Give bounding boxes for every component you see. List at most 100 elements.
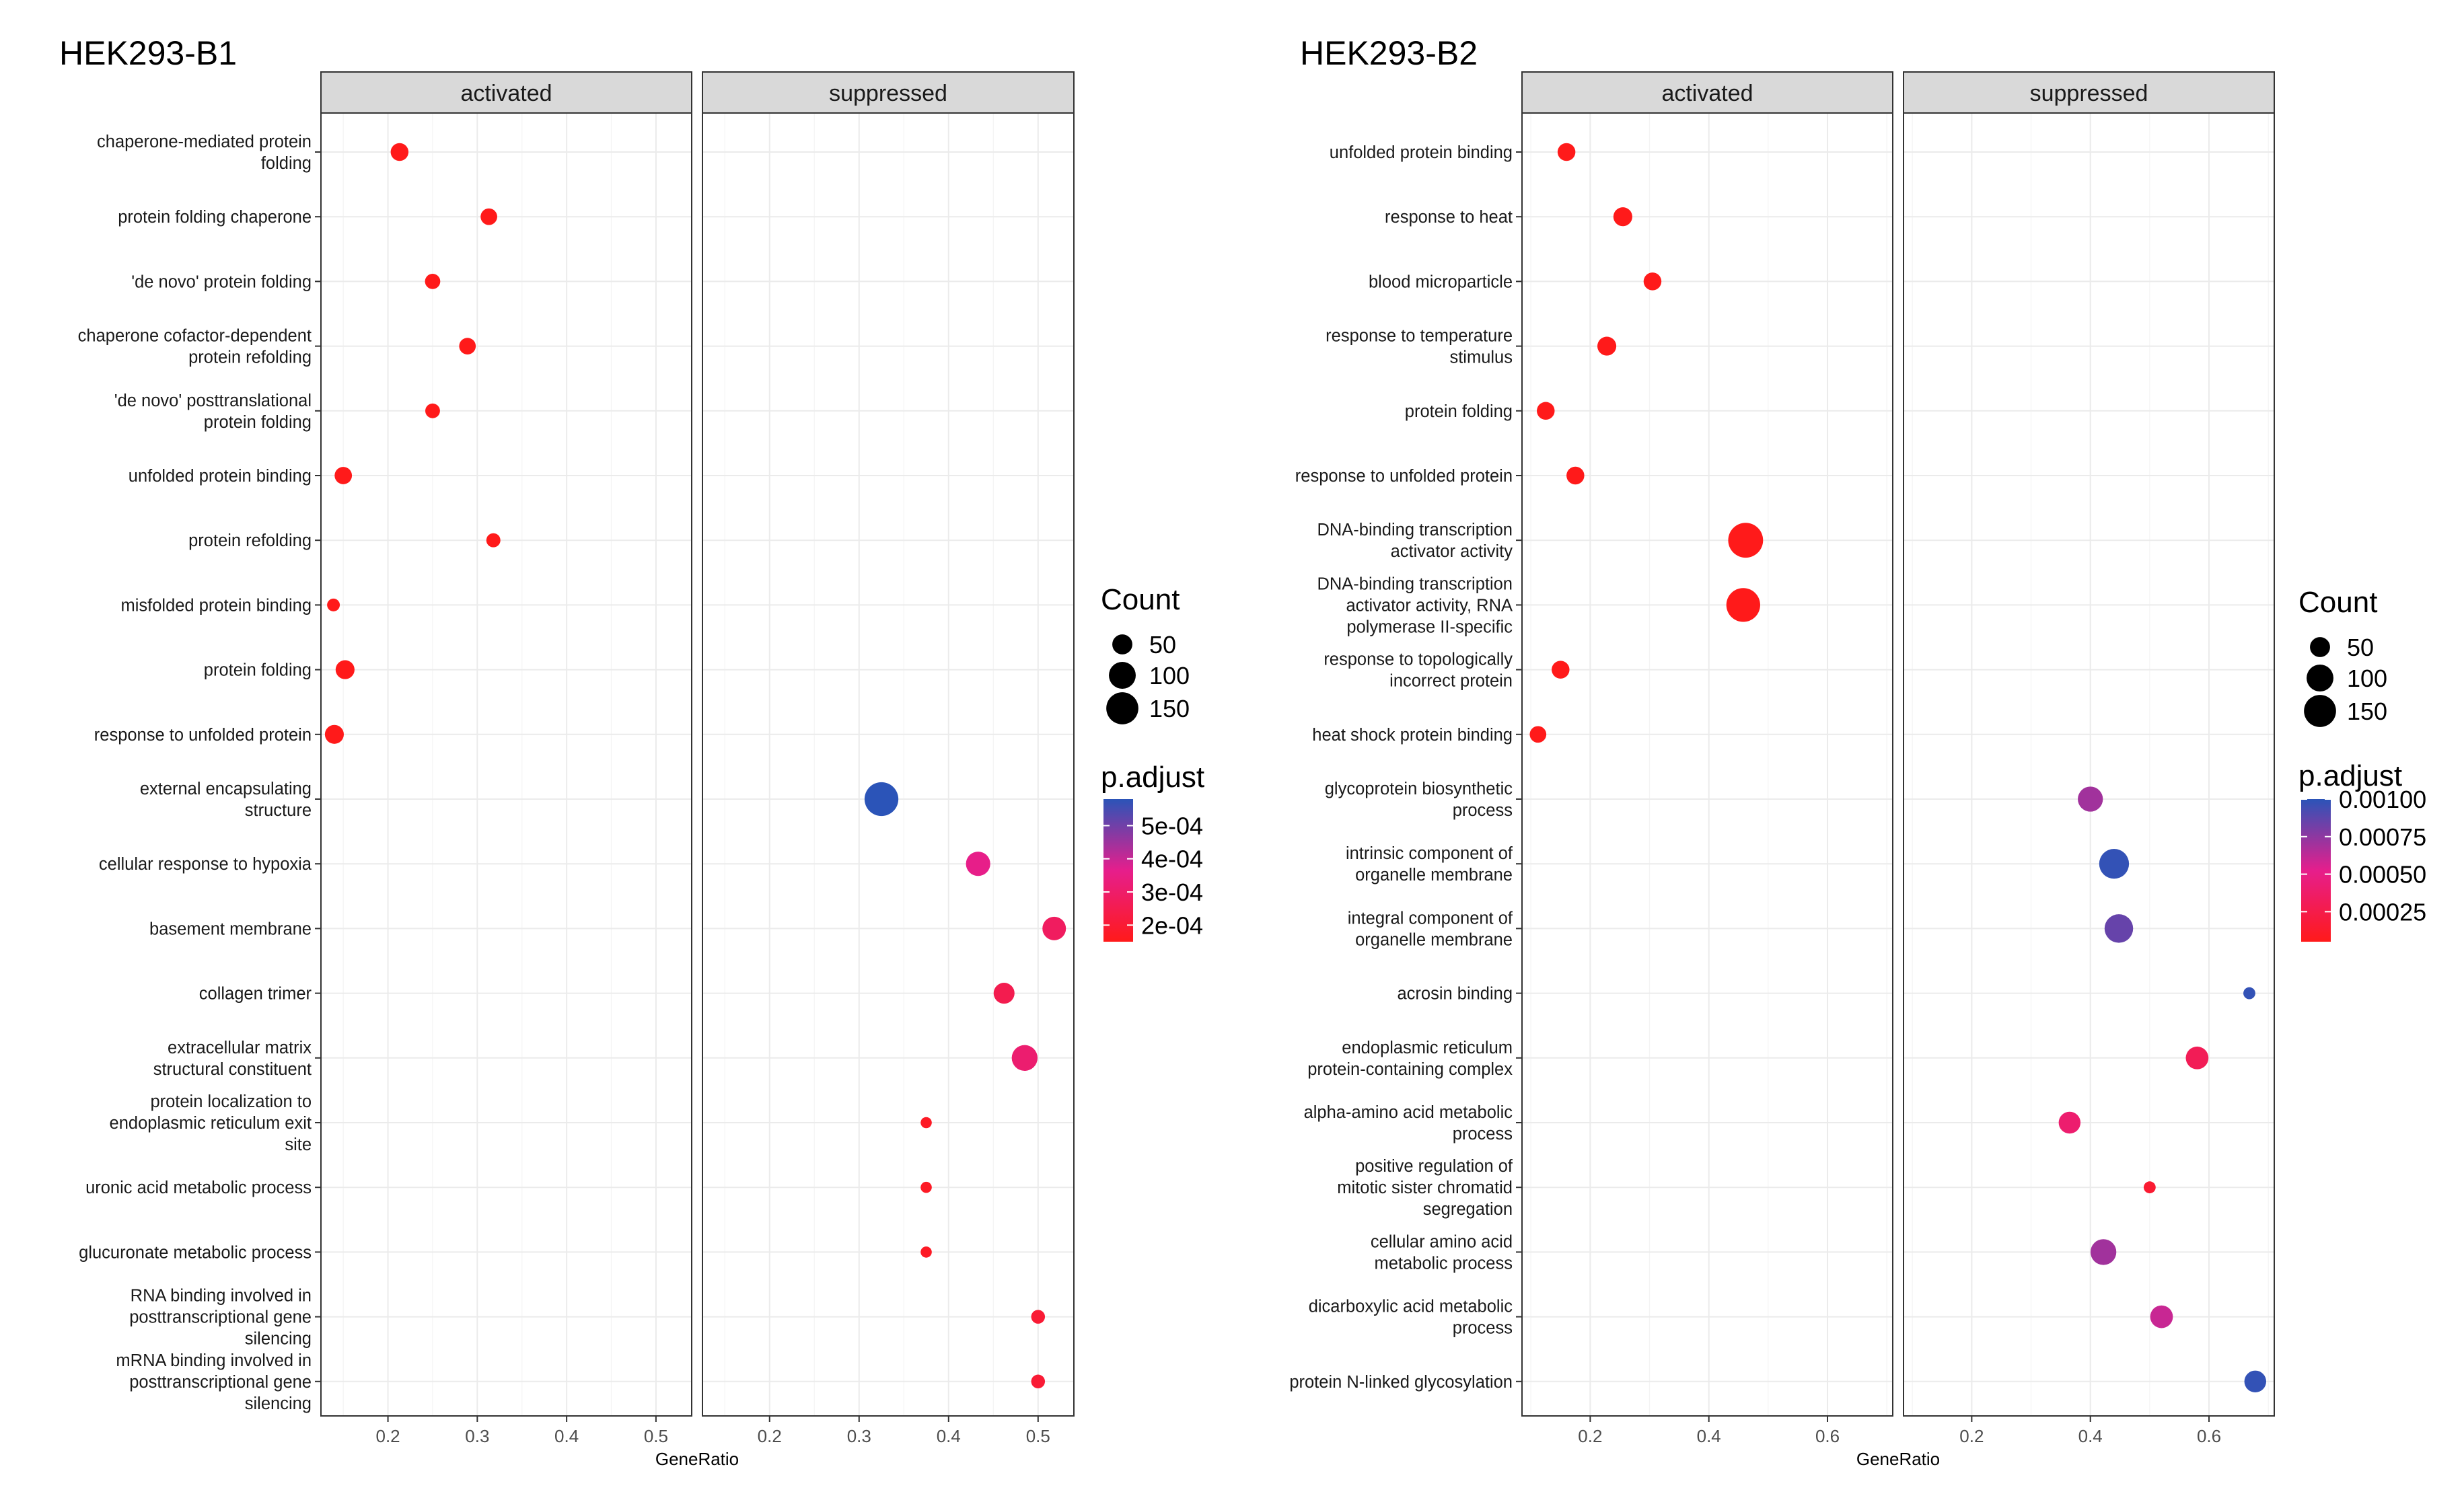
data-point	[2058, 1111, 2081, 1134]
y-tick-label-line: protein localization to	[150, 1092, 312, 1111]
y-tick-label-line: DNA-binding transcription	[1317, 574, 1513, 593]
y-tick-label: positive regulation of mitotic sister chr…	[1337, 1157, 1513, 1219]
data-point	[1557, 143, 1576, 161]
y-tick-label-line: glucuronate metabolic process	[79, 1243, 312, 1262]
y-tick-label: dicarboxylic acid metabolic process	[1309, 1298, 1513, 1338]
size-legend-key	[2310, 637, 2330, 657]
y-tick-label-line: response to topologically	[1324, 650, 1513, 669]
facet-strip	[1903, 71, 2275, 114]
y-tick-label: endoplasmic reticulum protein-containing …	[1307, 1039, 1513, 1079]
y-tick-label-line: protein N-linked glycosylation	[1289, 1373, 1513, 1392]
panel-background	[1904, 113, 2274, 1416]
size-legend-title: Count	[1101, 583, 1180, 616]
y-tick-label-line: posttranscriptional gene	[129, 1373, 312, 1392]
y-tick-label-line: activator activity	[1391, 542, 1513, 561]
y-tick-label: chaperone cofactor-dependent protein refo…	[78, 327, 312, 367]
size-legend-key	[1112, 634, 1132, 654]
y-tick-label-line: process	[1453, 801, 1513, 820]
y-tick-label-line: chaperone cofactor-dependent	[78, 327, 312, 346]
y-tick-label-line: site	[285, 1135, 312, 1154]
data-point	[1566, 466, 1585, 485]
y-tick-label: protein localization to endoplasmic retic…	[110, 1092, 312, 1154]
size-legend-label: 50	[2347, 634, 2374, 661]
y-tick-label: collagen trimer	[199, 985, 312, 1004]
colorbar-label: 4e-04	[1141, 846, 1203, 873]
data-point	[966, 852, 990, 876]
x-tick-label: 0.6	[1815, 1426, 1840, 1446]
y-tick-label-line: segregation	[1423, 1200, 1513, 1219]
y-tick-label-line: incorrect protein	[1389, 672, 1513, 691]
x-tick-label: 0.4	[554, 1426, 579, 1446]
y-tick-label-line: protein-containing complex	[1307, 1060, 1513, 1079]
colorbar-label: 0.00100	[2339, 786, 2426, 813]
y-tick-label-line: chaperone-mediated protein	[97, 133, 312, 151]
x-tick-label: 0.2	[376, 1426, 400, 1446]
facet-label: suppressed	[2030, 81, 2148, 106]
y-tick-label-line: blood microparticle	[1369, 272, 1513, 291]
y-tick-label-line: mRNA binding involved in	[116, 1351, 312, 1370]
panel-suppressed: suppressed 0.2 0.3 0.4 0.5	[702, 71, 1075, 1446]
x-tick-label: 0.6	[2197, 1426, 2221, 1446]
y-tick-label-line: stimulus	[1449, 348, 1513, 367]
y-tick-label-line: protein folding	[1405, 402, 1513, 421]
y-tick-label: acrosin binding	[1397, 985, 1513, 1004]
data-point	[1597, 336, 1617, 356]
x-tick-label: 0.2	[1959, 1426, 1984, 1446]
y-tick-label: external encapsulating structure	[140, 780, 312, 820]
data-point	[920, 1181, 932, 1193]
colorbar-label: 0.00050	[2339, 861, 2426, 889]
y-tick-label-line: 'de novo' protein folding	[131, 272, 312, 291]
y-tick-label-line: cellular response to hypoxia	[99, 855, 312, 874]
data-point	[993, 983, 1015, 1004]
y-tick-label: response to temperature stimulus	[1326, 327, 1513, 367]
colorbar-label: 0.00075	[2339, 823, 2426, 851]
x-axis-title: GeneRatio	[1856, 1449, 1940, 1469]
y-tick-label-line: response to temperature	[1326, 327, 1513, 346]
y-tick-label-line: protein refolding	[188, 531, 312, 550]
y-tick-label: alpha-amino acid metabolic process	[1304, 1103, 1513, 1143]
y-tick-label: extracellular matrix structural constitue…	[153, 1039, 312, 1079]
data-point	[920, 1117, 932, 1129]
y-tick-label-line: heat shock protein binding	[1312, 726, 1513, 745]
colorbar-label: 2e-04	[1141, 911, 1203, 939]
data-point	[425, 403, 440, 418]
size-legend-label: 150	[2347, 698, 2387, 725]
y-tick-label-line: cellular amino acid	[1371, 1232, 1513, 1251]
y-tick-label-line: silencing	[245, 1330, 312, 1349]
x-tick-label: 0.4	[937, 1426, 961, 1446]
data-point	[335, 660, 355, 679]
y-tick-label: 'de novo' posttranslational protein foldi…	[114, 391, 312, 432]
panel-background	[321, 113, 692, 1416]
x-tick-label: 0.5	[644, 1426, 668, 1446]
y-tick-label-line: protein refolding	[188, 348, 312, 367]
y-tick-label: uronic acid metabolic process	[85, 1178, 312, 1197]
y-tick-label: protein N-linked glycosylation	[1289, 1373, 1513, 1392]
data-point	[334, 467, 353, 484]
y-tick-label-line: positive regulation of	[1355, 1157, 1513, 1176]
size-legend-label: 150	[1149, 695, 1190, 722]
y-tick-label-line: RNA binding involved in	[131, 1287, 312, 1306]
x-tick-label: 0.2	[1578, 1426, 1602, 1446]
facet-strip	[702, 71, 1075, 114]
y-tick-label: cellular response to hypoxia	[99, 855, 312, 874]
y-tick-label: response to heat	[1385, 208, 1513, 227]
y-tick-label-line: endoplasmic reticulum	[1342, 1039, 1513, 1057]
data-point	[2243, 987, 2255, 1000]
y-tick-label-line: glycoprotein biosynthetic	[1325, 780, 1513, 798]
y-tick-label-line: DNA-binding transcription	[1317, 521, 1513, 539]
chart-title: HEK293-B2	[1300, 34, 1478, 72]
panel-suppressed: suppressed 0.2 0.4 0.6	[1903, 71, 2275, 1446]
y-tick-label-line: alpha-amino acid metabolic	[1304, 1103, 1513, 1122]
data-point	[390, 143, 409, 161]
panel-background	[702, 113, 1074, 1416]
data-point	[1537, 402, 1555, 420]
data-point	[2143, 1181, 2156, 1194]
data-point	[1529, 726, 1547, 743]
y-tick-label: glycoprotein biosynthetic process	[1325, 780, 1513, 820]
data-point	[1031, 1374, 1046, 1389]
data-point	[1031, 1310, 1046, 1324]
panel-activated: activated 0.2 0.4 0.6	[1521, 71, 1893, 1446]
y-tick-label-line: uronic acid metabolic process	[85, 1178, 312, 1197]
y-tick-label: RNA binding involved in posttranscription…	[129, 1287, 312, 1349]
